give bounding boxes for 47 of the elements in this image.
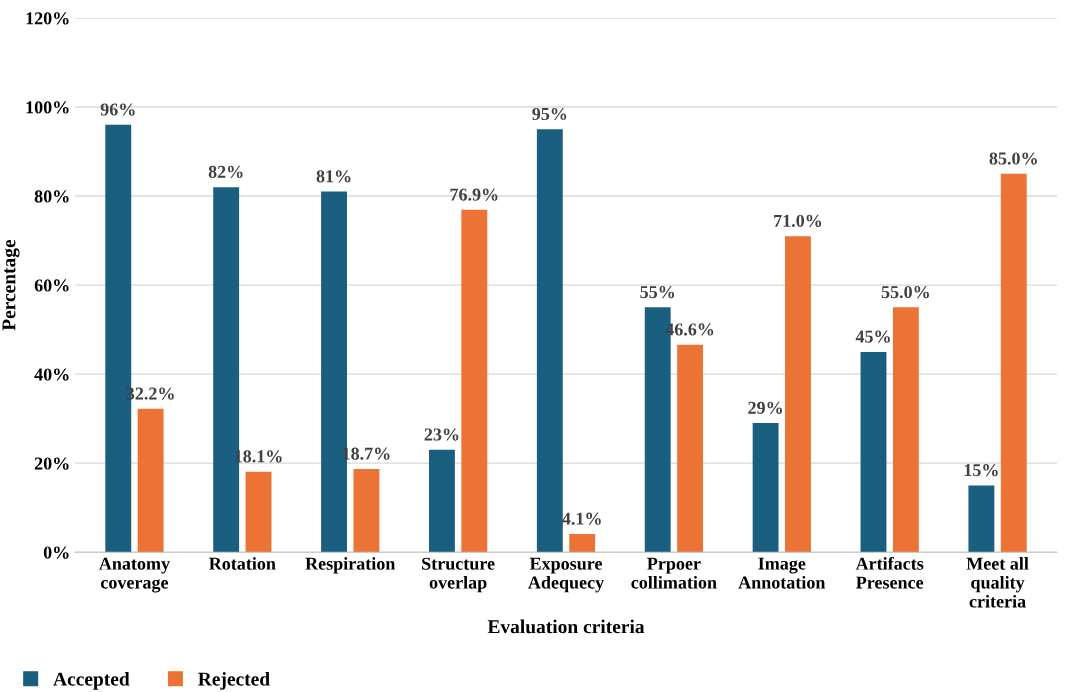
data-label: 15% — [964, 464, 998, 477]
y-tick-label: 40% — [34, 368, 69, 381]
bar — [245, 471, 272, 553]
x-tick-label: Structure overlap — [422, 557, 495, 593]
bar — [353, 468, 380, 553]
bar — [752, 423, 779, 553]
data-label: 96% — [100, 103, 135, 116]
y-tick-label: 120% — [26, 12, 69, 25]
legend-label: Rejected — [198, 672, 270, 690]
bar — [461, 209, 488, 553]
y-axis-title: Percentage — [2, 239, 20, 331]
bar — [677, 344, 704, 553]
bar — [137, 408, 164, 553]
bar — [1000, 173, 1027, 553]
y-tick-label: 20% — [34, 457, 69, 470]
x-tick-label: Image Annotation — [738, 557, 826, 589]
bar — [569, 533, 596, 553]
data-label: 45% — [855, 330, 890, 343]
data-label: 55% — [640, 285, 675, 299]
x-tick-label: Prpoer collimation — [631, 557, 717, 589]
y-tick-label: 100% — [26, 101, 69, 114]
legend-label: Accepted — [53, 672, 130, 690]
y-tick-label: 80% — [34, 190, 69, 203]
x-tick-label: Respiration — [305, 557, 396, 574]
x-tick-label: Exposure Adequecy — [528, 557, 604, 593]
x-tick-label: Rotation — [209, 557, 276, 570]
data-label: 95% — [532, 107, 567, 121]
bar — [785, 236, 811, 553]
x-tick-label: Artifacts Presence — [855, 556, 924, 589]
data-label: 82% — [208, 165, 243, 178]
bar — [892, 307, 919, 553]
data-label: 55.0% — [881, 285, 929, 299]
data-label: 85.0% — [989, 152, 1037, 165]
data-label: 29% — [748, 401, 782, 414]
data-label: 76.9% — [450, 188, 498, 201]
data-label: 23% — [424, 428, 459, 441]
x-axis-title: Evaluation criteria — [487, 619, 645, 634]
y-tick-label: 60% — [34, 279, 69, 292]
x-tick-label: Meet all quality criteria — [966, 557, 1029, 608]
bar — [428, 449, 455, 553]
y-tick-label: 0% — [43, 546, 69, 559]
x-tick-label: Anatomy coverage — [99, 557, 170, 593]
bar — [536, 129, 563, 553]
bar — [968, 485, 995, 553]
bar — [860, 351, 887, 553]
data-label: 81% — [316, 170, 351, 183]
data-label: 71.0% — [774, 214, 822, 227]
